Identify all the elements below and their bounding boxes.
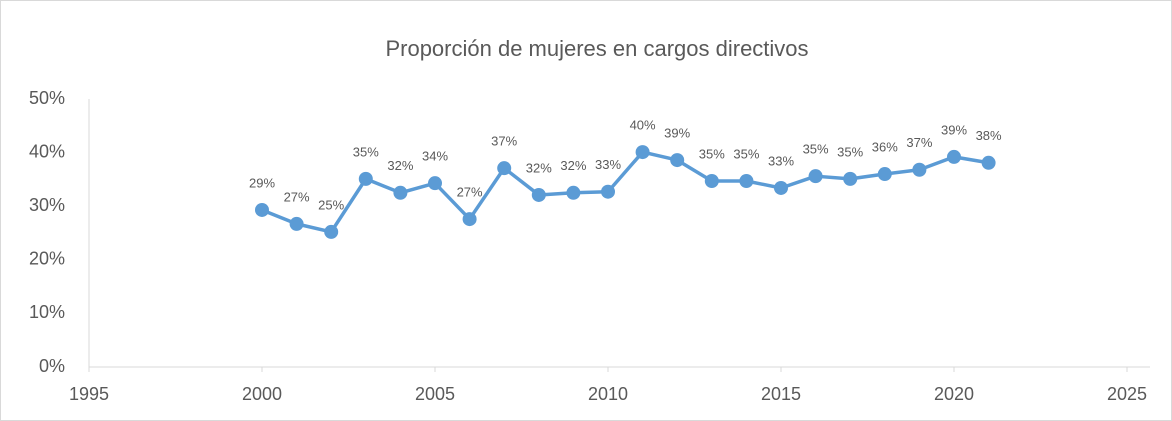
point [531,187,546,202]
y-tick-label: 0% [39,356,65,376]
chart-title: Proporción de mujeres en cargos directiv… [385,36,808,61]
data-label: 27% [457,185,483,200]
point [808,169,823,184]
line [261,150,989,234]
point [601,184,615,199]
point [739,174,754,189]
x-tick-label: 2025 [1107,384,1147,404]
data-label: 32% [560,158,586,173]
data-label: 33% [768,153,794,168]
point [358,171,373,186]
x-tick-label: 2020 [934,384,974,404]
data-label: 33% [595,157,621,172]
point [428,176,442,191]
y-tick-label: 30% [29,195,65,215]
data-label: 34% [422,149,448,164]
x-tick-label: 2005 [415,384,455,404]
point [497,161,512,176]
point [324,224,339,239]
y-tick-label: 20% [29,249,65,269]
data-label: 37% [491,134,517,149]
data-label: 35% [837,144,863,159]
point [255,202,269,217]
data-label: 32% [387,158,413,173]
y-tick-label: 50% [29,88,65,108]
data-label: 36% [872,139,898,154]
data-label: 27% [284,189,310,204]
data-label: 35% [803,142,829,157]
point [981,155,996,170]
point [566,185,581,200]
y-tick-label: 40% [29,141,65,161]
data-label: 29% [249,175,275,190]
point [877,167,892,182]
x-tick-label: 2000 [242,384,282,404]
y-tick-label: 10% [29,302,65,322]
data-label: 40% [630,118,656,133]
point [670,153,685,168]
point [912,162,927,177]
point [947,149,961,164]
data-label: 32% [526,160,552,175]
data-label: 38% [976,128,1002,143]
point [774,180,788,195]
point [704,174,719,189]
x-tick-label: 1995 [69,384,109,404]
x-tick-label: 2010 [588,384,628,404]
point [635,145,650,160]
point [462,212,477,227]
data-label: 35% [699,146,725,161]
point [843,171,858,186]
data-label: 39% [941,122,967,137]
data-label: 39% [664,126,690,141]
data-label: 35% [353,144,379,159]
data-label: 37% [906,135,932,150]
x-tick-label: 2015 [761,384,801,404]
point [393,185,408,200]
data-label: 25% [318,197,344,212]
point [289,216,304,231]
data-label: 35% [733,146,759,161]
